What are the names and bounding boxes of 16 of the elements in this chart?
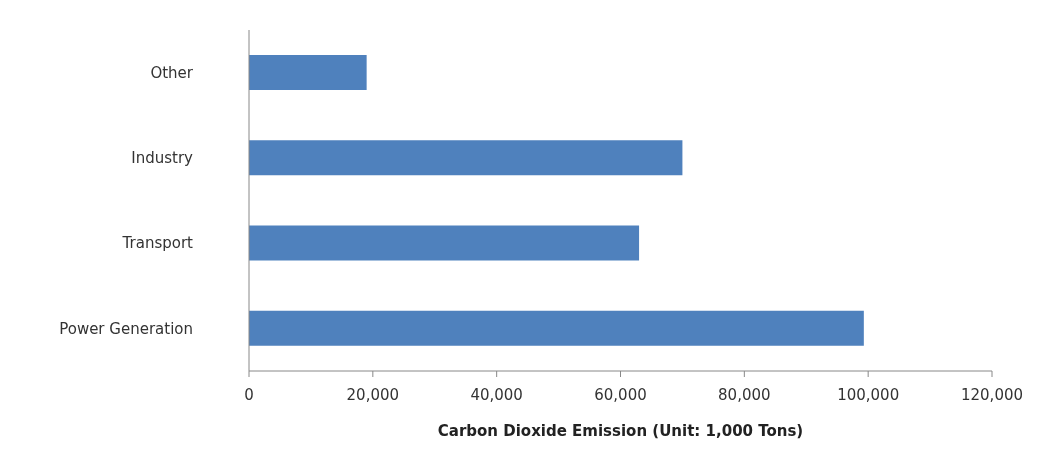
y-tick-label: Industry: [131, 149, 194, 168]
y-tick-label: Transport: [121, 234, 194, 253]
x-axis-title: Carbon Dioxide Emission (Unit: 1,000 Tons): [437, 422, 804, 440]
x-tick-label: 40,000: [470, 385, 523, 404]
x-tick-label: 100,000: [837, 385, 900, 404]
x-tick-label: 0: [244, 385, 254, 404]
x-tick-label: 60,000: [594, 385, 647, 404]
x-tick-label: 80,000: [718, 385, 771, 404]
bar: [249, 55, 367, 90]
x-tick-label: 120,000: [960, 385, 1024, 404]
x-tick-label: 20,000: [346, 385, 400, 404]
y-tick-label: Power Generation: [59, 319, 193, 338]
bar: [249, 140, 683, 176]
bar: [249, 225, 640, 261]
bar: [249, 310, 864, 346]
y-tick-label: Other: [150, 63, 194, 82]
